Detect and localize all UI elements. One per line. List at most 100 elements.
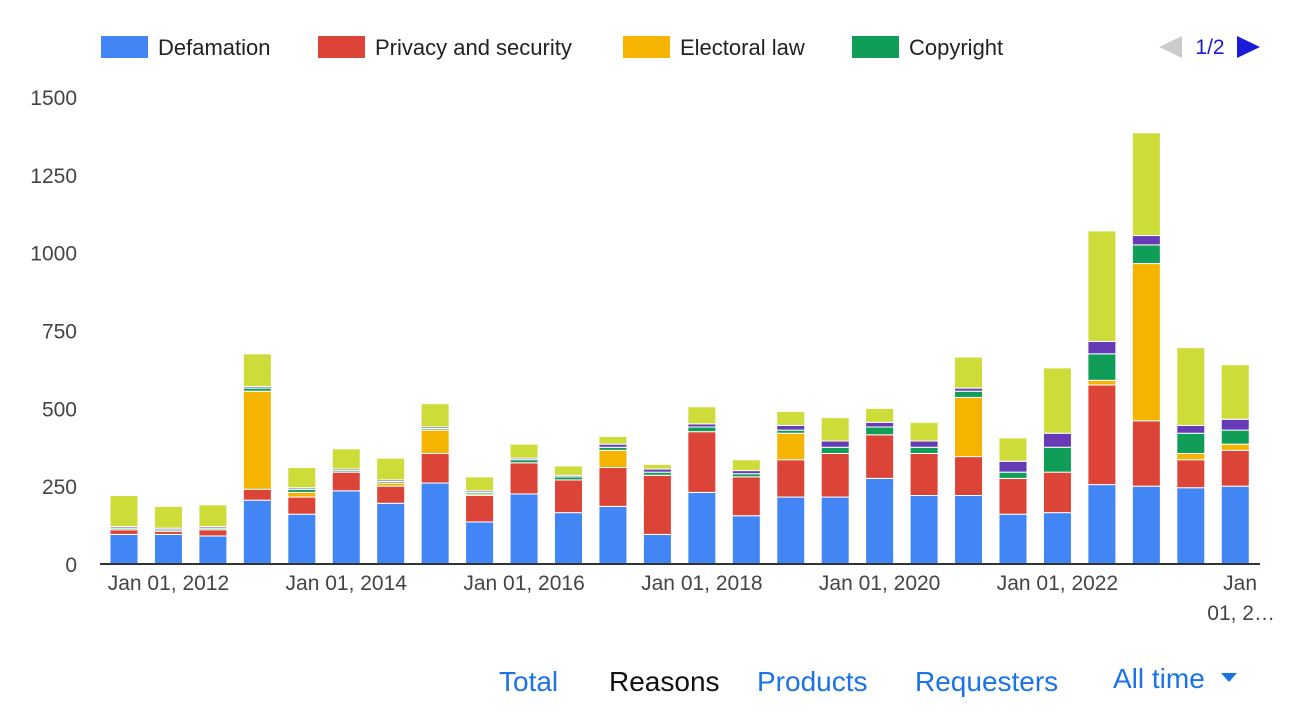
bar-segment[interactable] (376, 502, 406, 565)
bar-segment[interactable] (1087, 379, 1117, 386)
bar-segment[interactable] (331, 490, 361, 565)
bar-segment[interactable] (1087, 230, 1117, 342)
bar-segment[interactable] (642, 463, 672, 470)
bar-segment[interactable] (420, 452, 450, 484)
bar-segment[interactable] (998, 513, 1028, 565)
bar-segment[interactable] (509, 462, 539, 495)
tab-requesters[interactable]: Requesters (915, 666, 1059, 697)
bar-segment[interactable] (998, 471, 1028, 479)
bar-segment[interactable] (1042, 471, 1072, 514)
bar-segment[interactable] (287, 491, 317, 498)
bar-segment[interactable] (776, 459, 806, 498)
bar-segment[interactable] (198, 535, 228, 565)
bar-segment[interactable] (598, 466, 628, 507)
bar-segment[interactable] (153, 533, 183, 565)
bar-segment[interactable] (1220, 449, 1250, 487)
bar-segment[interactable] (1176, 432, 1206, 454)
bar-segment[interactable] (198, 504, 228, 528)
bar-segment[interactable] (509, 443, 539, 459)
bar-segment[interactable] (109, 529, 139, 535)
bar-segment[interactable] (242, 488, 272, 501)
bar-segment[interactable] (776, 496, 806, 565)
bar-segment[interactable] (1176, 452, 1206, 461)
bar-segment[interactable] (598, 505, 628, 565)
bar-segment[interactable] (198, 529, 228, 537)
bar-segment[interactable] (1042, 432, 1072, 448)
bar-segment[interactable] (1176, 347, 1206, 426)
bar-segment[interactable] (598, 449, 628, 468)
bar-segment[interactable] (909, 495, 939, 565)
bar-segment[interactable] (687, 491, 717, 565)
bar-segment[interactable] (1220, 485, 1250, 565)
bar-segment[interactable] (1042, 446, 1072, 473)
bar-segment[interactable] (420, 482, 450, 565)
bar-segment[interactable] (820, 440, 850, 448)
bar-segment[interactable] (331, 471, 361, 492)
bar-segment[interactable] (109, 533, 139, 565)
bar-segment[interactable] (1131, 263, 1161, 422)
tab-reasons[interactable]: Reasons (609, 666, 720, 697)
bar-segment[interactable] (1220, 443, 1250, 451)
bar-segment[interactable] (954, 396, 984, 458)
bar-segment[interactable] (554, 479, 583, 514)
bar-segment[interactable] (865, 421, 895, 428)
bar-segment[interactable] (687, 406, 717, 425)
bar-segment[interactable] (731, 515, 761, 565)
bar-segment[interactable] (554, 465, 583, 476)
bar-segment[interactable] (1220, 418, 1250, 431)
bar-segment[interactable] (909, 446, 939, 454)
bar-segment[interactable] (642, 533, 672, 565)
bar-segment[interactable] (509, 493, 539, 565)
bar-segment[interactable] (1176, 424, 1206, 434)
bar-segment[interactable] (1220, 364, 1250, 420)
bar-segment[interactable] (1087, 384, 1117, 486)
bar-segment[interactable] (1131, 485, 1161, 565)
bar-segment[interactable] (865, 477, 895, 565)
bar-segment[interactable] (998, 437, 1028, 462)
bar-segment[interactable] (865, 426, 895, 436)
time-range-dropdown[interactable]: All time (1113, 663, 1237, 695)
bar-segment[interactable] (465, 476, 495, 492)
bar-segment[interactable] (598, 435, 628, 445)
bar-segment[interactable] (376, 485, 406, 504)
bar-segment[interactable] (954, 356, 984, 389)
bar-segment[interactable] (1131, 244, 1161, 265)
bar-segment[interactable] (465, 495, 495, 523)
legend-prev-page-icon[interactable] (1159, 36, 1182, 58)
bar-segment[interactable] (687, 426, 717, 433)
bar-segment[interactable] (287, 513, 317, 565)
bar-segment[interactable] (820, 417, 850, 442)
bar-segment[interactable] (1131, 420, 1161, 487)
bar-segment[interactable] (1042, 367, 1072, 434)
bar-segment[interactable] (909, 421, 939, 442)
bar-segment[interactable] (954, 495, 984, 565)
bar-segment[interactable] (1176, 487, 1206, 565)
bar-segment[interactable] (820, 452, 850, 498)
bar-segment[interactable] (731, 476, 761, 517)
bar-segment[interactable] (909, 452, 939, 497)
bar-segment[interactable] (287, 496, 317, 515)
bar-segment[interactable] (776, 410, 806, 426)
bar-segment[interactable] (376, 457, 406, 481)
bar-segment[interactable] (998, 460, 1028, 473)
bar-segment[interactable] (909, 440, 939, 448)
bar-segment[interactable] (242, 353, 272, 388)
bar-segment[interactable] (420, 403, 450, 428)
bar-segment[interactable] (1087, 340, 1117, 355)
bar-segment[interactable] (153, 505, 183, 529)
bar-segment[interactable] (954, 456, 984, 497)
bar-segment[interactable] (776, 432, 806, 461)
bar-segment[interactable] (331, 448, 361, 470)
bar-segment[interactable] (865, 434, 895, 479)
bar-segment[interactable] (1087, 353, 1117, 381)
bar-segment[interactable] (820, 496, 850, 565)
bar-segment[interactable] (420, 429, 450, 454)
legend-next-page-icon[interactable] (1237, 36, 1260, 58)
bar-segment[interactable] (954, 390, 984, 398)
tab-total[interactable]: Total (499, 666, 559, 697)
bar-segment[interactable] (776, 424, 806, 431)
bar-segment[interactable] (1131, 235, 1161, 246)
bar-segment[interactable] (554, 512, 583, 565)
bar-segment[interactable] (1042, 512, 1072, 565)
bar-segment[interactable] (1131, 132, 1161, 237)
